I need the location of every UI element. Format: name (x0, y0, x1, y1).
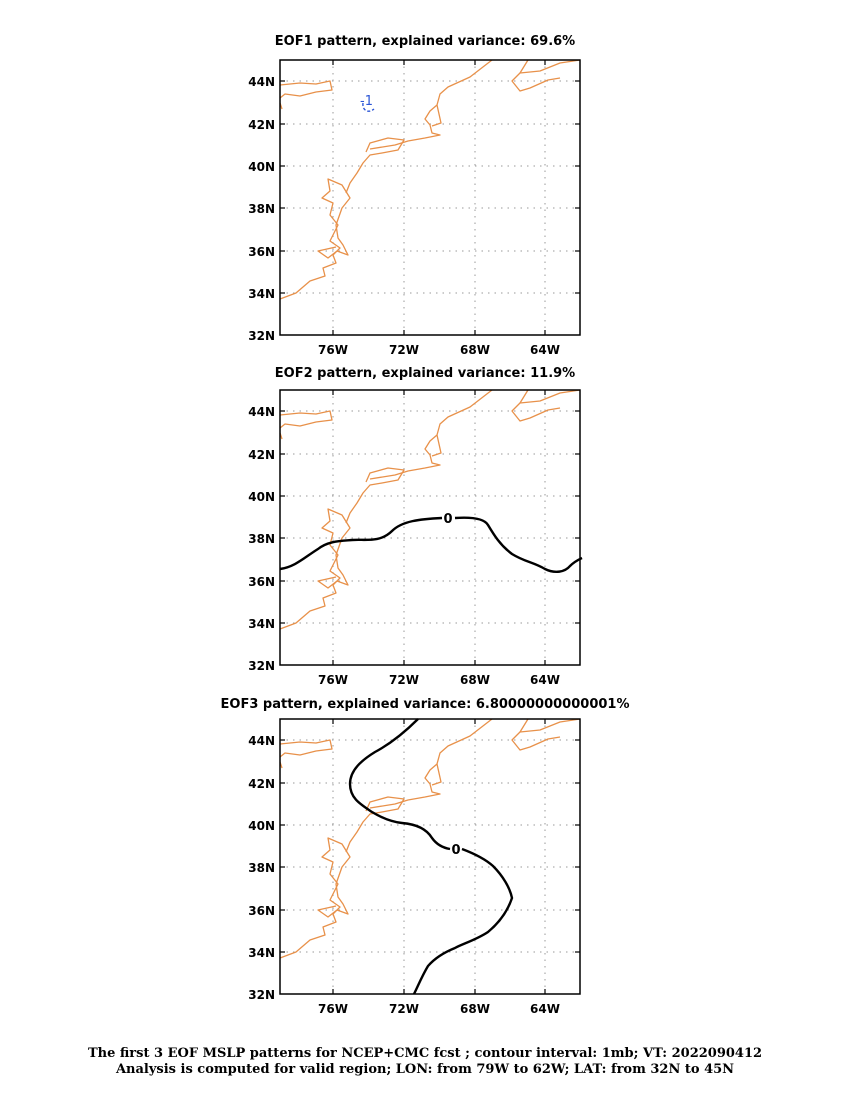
figure-caption-line-2: Analysis is computed for valid region; L… (115, 1062, 735, 1077)
lon-label: 64W (530, 343, 560, 357)
coastline (279, 59, 581, 300)
lat-label: 38N (248, 202, 275, 216)
panel-2-title: EOF2 pattern, explained variance: 11.9% (274, 366, 576, 381)
lat-label: 34N (248, 287, 275, 301)
lat-label: 38N (248, 861, 275, 875)
lat-label: 40N (248, 490, 275, 504)
lat-label: 32N (248, 988, 275, 1002)
lat-label: 34N (248, 617, 275, 631)
figure-caption-line-1: The first 3 EOF MSLP patterns for NCEP+C… (87, 1046, 763, 1061)
lat-label: 32N (248, 659, 275, 673)
lat-label: 44N (248, 405, 275, 419)
panel-3-map: 0 32N 34N 36N 38N 40N 42N 44N 76W 72W 68… (248, 718, 581, 1016)
lat-label: 44N (248, 75, 275, 89)
lon-label: 76W (318, 1002, 348, 1016)
lon-label: 76W (318, 343, 348, 357)
lon-label: 68W (460, 1002, 490, 1016)
lon-label: 72W (389, 343, 419, 357)
panel-3-title: EOF3 pattern, explained variance: 6.8000… (220, 697, 630, 712)
contour-zero: 0 (348, 718, 514, 995)
lat-label: 36N (248, 245, 275, 259)
contour-neg-1: -1 (360, 94, 375, 112)
lat-label: 42N (248, 777, 275, 791)
lat-label: 42N (248, 118, 275, 132)
lat-labels: 32N 34N 36N 38N 40N 42N 44N (248, 405, 275, 673)
contour-label: 0 (451, 843, 460, 858)
lon-label: 72W (389, 1002, 419, 1016)
lat-label: 32N (248, 329, 275, 343)
coastline (279, 389, 581, 630)
panel-1-title: EOF1 pattern, explained variance: 69.6% (274, 34, 576, 49)
lat-label: 42N (248, 448, 275, 462)
coastline (279, 718, 581, 959)
lon-label: 68W (460, 343, 490, 357)
lon-label: 68W (460, 673, 490, 687)
lat-label: 34N (248, 946, 275, 960)
lat-label: 40N (248, 819, 275, 833)
lon-labels: 76W 72W 68W 64W (318, 673, 560, 687)
contour-label: -1 (360, 94, 373, 109)
lat-label: 38N (248, 532, 275, 546)
lat-labels: 32N 34N 36N 38N 40N 42N 44N (248, 734, 275, 1002)
lon-label: 76W (318, 673, 348, 687)
lat-labels: 32N 34N 36N 38N 40N 42N 44N (248, 75, 275, 343)
lon-labels: 76W 72W 68W 64W (318, 343, 560, 357)
lat-label: 36N (248, 904, 275, 918)
lon-label: 64W (530, 1002, 560, 1016)
lon-label: 72W (389, 673, 419, 687)
lat-label: 44N (248, 734, 275, 748)
contour-label: 0 (443, 512, 452, 527)
panel-2-map: 0 32N 34N 36N 38N 40N 42N 44N 76W 72W 68… (248, 389, 583, 687)
panel-1-map: -1 32N 34N 36N 38N 40N 42N 44N 76W 72W 6… (248, 59, 581, 357)
lon-labels: 76W 72W 68W 64W (318, 1002, 560, 1016)
lat-label: 36N (248, 575, 275, 589)
lat-label: 40N (248, 160, 275, 174)
contour-zero: 0 (279, 512, 583, 574)
lon-label: 64W (530, 673, 560, 687)
